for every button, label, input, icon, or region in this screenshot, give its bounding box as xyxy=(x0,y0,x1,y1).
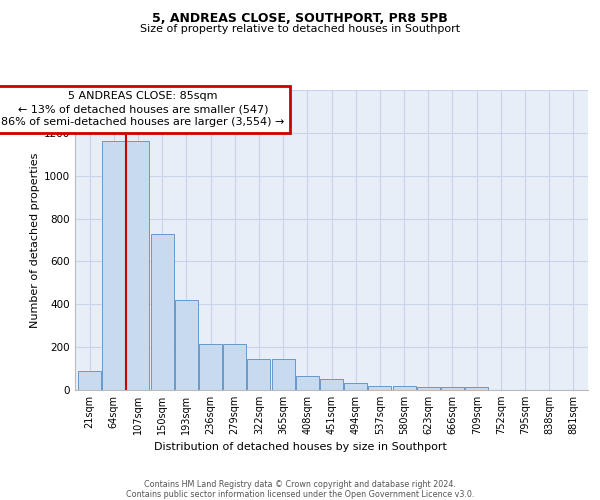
Bar xyxy=(320,380,343,390)
Bar xyxy=(78,370,101,390)
Bar xyxy=(199,344,222,390)
Text: Contains public sector information licensed under the Open Government Licence v3: Contains public sector information licen… xyxy=(126,490,474,499)
Text: Contains HM Land Registry data © Crown copyright and database right 2024.: Contains HM Land Registry data © Crown c… xyxy=(144,480,456,489)
Bar xyxy=(417,387,440,390)
Bar xyxy=(272,359,295,390)
Bar xyxy=(465,387,488,390)
Text: Distribution of detached houses by size in Southport: Distribution of detached houses by size … xyxy=(154,442,446,452)
Bar xyxy=(441,387,464,390)
Bar xyxy=(368,386,391,390)
Bar xyxy=(223,344,246,390)
Bar xyxy=(296,376,319,390)
Text: 5 ANDREAS CLOSE: 85sqm
← 13% of detached houses are smaller (547)
86% of semi-de: 5 ANDREAS CLOSE: 85sqm ← 13% of detached… xyxy=(1,91,284,128)
Bar xyxy=(102,142,125,390)
Bar xyxy=(247,359,271,390)
Bar xyxy=(344,382,367,390)
Bar xyxy=(175,300,198,390)
Y-axis label: Number of detached properties: Number of detached properties xyxy=(30,152,40,328)
Text: Size of property relative to detached houses in Southport: Size of property relative to detached ho… xyxy=(140,24,460,34)
Bar xyxy=(127,142,149,390)
Bar xyxy=(151,234,173,390)
Bar xyxy=(392,386,416,390)
Text: 5, ANDREAS CLOSE, SOUTHPORT, PR8 5PB: 5, ANDREAS CLOSE, SOUTHPORT, PR8 5PB xyxy=(152,12,448,26)
